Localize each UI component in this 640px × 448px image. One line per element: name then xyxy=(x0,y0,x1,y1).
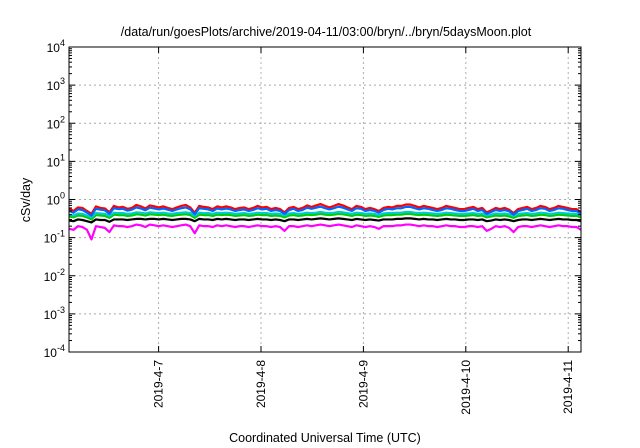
x-tick-label: 2019-4-10 xyxy=(459,360,473,415)
x-axis-label: Coordinated Universal Time (UTC) xyxy=(229,431,421,445)
chart-title: /data/run/goesPlots/archive/2019-04-11/0… xyxy=(121,25,532,39)
y-tick-label: 10-2 xyxy=(44,267,65,284)
gridlines xyxy=(69,47,581,352)
y-tick-label: 102 xyxy=(47,114,65,131)
x-tick-label: 2019-4-7 xyxy=(152,360,166,408)
series-line xyxy=(68,202,582,215)
x-tick-label: 2019-4-8 xyxy=(254,360,268,408)
y-axis: 10-4 10-3 10-2 10-1 100 101 102 103 104 xyxy=(44,38,581,360)
series-line xyxy=(68,212,582,221)
x-tick-label: 2019-4-11 xyxy=(561,360,575,414)
series-lines xyxy=(68,202,582,241)
y-tick-label: 104 xyxy=(47,38,65,55)
y-tick-label: 10-1 xyxy=(44,229,65,246)
series-line xyxy=(68,205,582,217)
y-tick-label: 10-3 xyxy=(44,305,65,322)
x-axis: 2019-4-7 2019-4-8 2019-4-9 2019-4-10 2019-4-… xyxy=(152,47,575,415)
series-line xyxy=(68,223,582,241)
x-tick-label: 2019-4-9 xyxy=(356,360,370,408)
series-line xyxy=(68,217,582,224)
y-tick-label: 101 xyxy=(47,152,65,169)
series-line xyxy=(68,210,582,219)
y-tick-label: 100 xyxy=(47,191,65,208)
y-tick-label: 10-4 xyxy=(44,343,65,360)
y-axis-label: cSv/day xyxy=(19,177,33,222)
y-tick-label: 103 xyxy=(47,76,65,93)
